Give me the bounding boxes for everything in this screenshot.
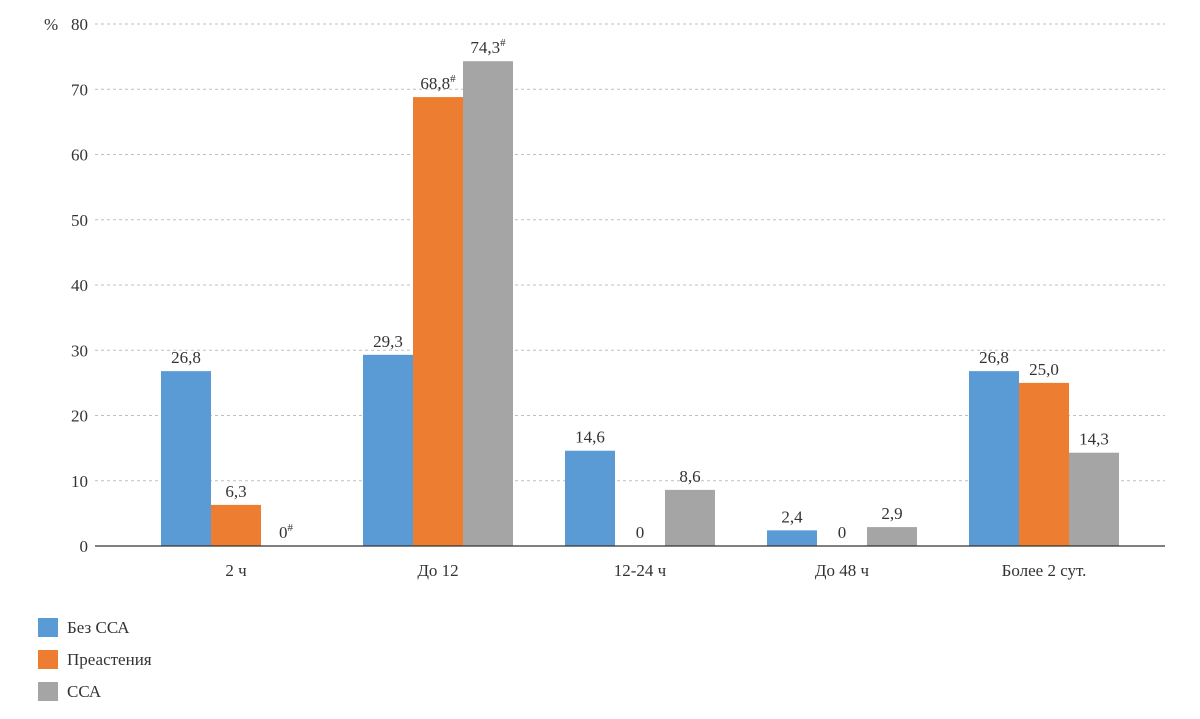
legend-swatch xyxy=(38,682,58,701)
legend-swatch xyxy=(38,618,58,637)
y-tick-label: 0 xyxy=(80,537,89,556)
data-label: 26,8 xyxy=(171,348,201,367)
data-label: 8,6 xyxy=(679,467,700,486)
data-label: 0 xyxy=(636,523,645,542)
y-tick-label: 10 xyxy=(71,472,88,491)
bar xyxy=(767,530,817,546)
data-label: 0 xyxy=(838,523,847,542)
bar xyxy=(363,354,413,546)
y-tick-label: 40 xyxy=(71,276,88,295)
data-label: 25,0 xyxy=(1029,360,1059,379)
x-tick-label: 2 ч xyxy=(225,561,247,580)
data-label: 0# xyxy=(279,522,294,542)
data-label: 6,3 xyxy=(225,482,246,501)
legend-label: ССА xyxy=(67,681,102,701)
x-tick-label: 12-24 ч xyxy=(614,561,667,580)
bar xyxy=(1019,382,1069,546)
bar xyxy=(969,371,1019,546)
data-label: 14,3 xyxy=(1079,430,1109,449)
y-tick-label: 20 xyxy=(71,407,88,426)
legend-item-bez-ssa: Без ССА xyxy=(38,618,152,637)
legend-swatch xyxy=(38,650,58,669)
data-label: 2,4 xyxy=(781,507,803,526)
data-label: 2,9 xyxy=(881,504,902,523)
y-tick-label: 70 xyxy=(71,80,88,99)
data-labels: 26,8 29,3 14,6 2,4 26,8 6,3 68,8# 0 0 25,0 0# 74,3#… xyxy=(171,37,1109,542)
bar-chart: 0 10 20 30 40 50 60 70 80% 26,8 29,3 14,6 2,4 26,8 6,… xyxy=(44,15,1165,580)
legend-label: Преастения xyxy=(67,649,152,669)
data-label: 74,3# xyxy=(470,37,506,57)
legend-item-ssa: ССА xyxy=(38,682,152,701)
x-axis: 2 ч До 12 12-24 ч До 48 ч Более 2 сут. xyxy=(95,545,1165,580)
y-tick-label: 30 xyxy=(71,341,88,360)
grid-lines xyxy=(95,23,1165,482)
y-tick-label: 50 xyxy=(71,211,88,230)
y-unit-label: % xyxy=(44,15,58,34)
bar xyxy=(413,97,463,546)
x-tick-label: До 48 ч xyxy=(815,561,870,580)
legend-item-preastenia: Преастения xyxy=(38,650,152,669)
y-tick-label: 60 xyxy=(71,146,88,165)
bar xyxy=(1069,452,1119,546)
y-tick-label: 80 xyxy=(71,15,88,34)
legend-label: Без ССА xyxy=(67,617,130,637)
data-label: 26,8 xyxy=(979,348,1009,367)
data-label: 68,8# xyxy=(420,73,456,93)
data-label: 29,3 xyxy=(373,332,403,351)
bar xyxy=(463,61,513,546)
y-axis: 0 10 20 30 40 50 60 70 80% xyxy=(44,15,88,556)
data-label: 14,6 xyxy=(575,428,605,447)
bar xyxy=(161,371,211,546)
bars xyxy=(161,61,1119,546)
bar xyxy=(867,527,917,546)
legend: Без ССА Преастения ССА xyxy=(38,618,152,714)
bar xyxy=(665,489,715,546)
bar xyxy=(565,450,615,546)
bar xyxy=(211,504,261,546)
x-tick-label: До 12 xyxy=(417,561,458,580)
x-tick-label: Более 2 сут. xyxy=(1002,561,1087,580)
